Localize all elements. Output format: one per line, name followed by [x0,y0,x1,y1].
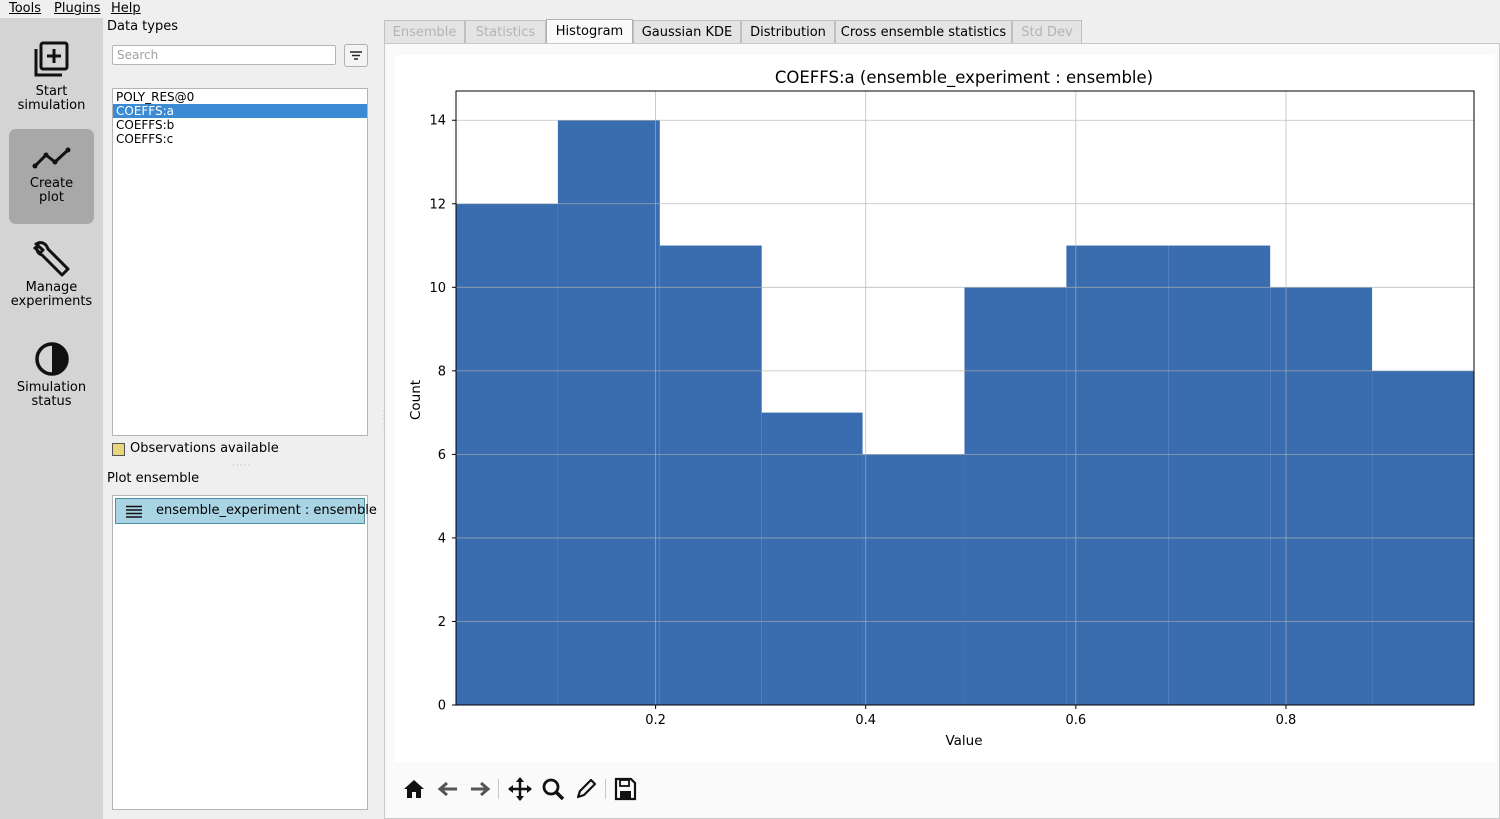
ensemble-item-label: ensemble_experiment : ensemble [156,503,377,518]
figure-canvas: COEFFS:a (ensemble_experiment : ensemble… [395,55,1495,762]
histogram-bar [1168,245,1271,705]
x-axis-label: Value [945,733,982,749]
list-item[interactable]: COEFFS:c [116,132,174,146]
y-tick-label: 4 [438,531,446,546]
histogram-bar [557,120,660,705]
create-plot-label: Create plot [29,176,74,205]
data-types-list: POLY_RES@0 COEFFS:a COEFFS:b COEFFS:c [112,88,368,436]
list-item[interactable]: COEFFS:b [116,118,175,132]
add-box-icon [34,41,68,77]
zoom-button[interactable] [540,776,566,802]
data-types-title: Data types [107,19,178,34]
tab-ensemble[interactable]: Ensemble [384,20,465,43]
histogram-chart: COEFFS:a (ensemble_experiment : ensemble… [408,68,1475,749]
vertical-splitter[interactable]: ····· [378,410,388,430]
create-plot-button[interactable]: Create plot [9,129,94,224]
pan-icon [508,777,532,801]
forward-arrow-icon [471,781,491,797]
search-input[interactable] [112,45,336,65]
y-axis-label: Count [408,380,424,420]
y-tick-label: 8 [438,364,446,379]
forward-button[interactable] [467,776,493,802]
y-tick-label: 2 [438,615,446,630]
histogram-bar [761,412,863,705]
histogram-bar [1270,287,1373,705]
pan-button[interactable] [507,776,533,802]
save-button[interactable] [612,776,638,802]
tab-distribution[interactable]: Distribution [741,20,835,43]
y-tick-label: 6 [438,448,446,463]
zoom-icon [542,778,565,801]
simulation-status-label: Simulation status [16,380,87,409]
save-icon [614,777,637,801]
sidebar: Start simulation Create plot Manage expe… [0,18,103,819]
home-icon [404,780,424,798]
menu-bar: Tools Plugins Help [0,0,1500,18]
tab-statistics[interactable]: Statistics [465,20,546,43]
toolbar-separator [605,779,606,799]
axes-frame [455,90,1475,706]
simulation-status-button[interactable]: Simulation status [9,336,94,431]
plot-ensemble-title: Plot ensemble [107,471,200,486]
y-tick-label: 12 [429,197,446,212]
y-tick-label: 0 [438,699,446,714]
toolbar-separator [498,779,499,799]
filter-icon [350,51,362,60]
menu-help[interactable]: Help [111,1,141,16]
list-item-selected[interactable]: COEFFS:a [113,104,367,118]
observations-swatch [112,443,125,456]
x-tick-label: 0.2 [645,713,666,728]
tab-std-dev[interactable]: Std Dev [1012,20,1082,43]
edit-icon [576,778,597,799]
histogram-bar [1066,245,1169,705]
home-button[interactable] [401,776,427,802]
back-arrow-icon [437,781,457,797]
menu-tools[interactable]: Tools [9,1,42,16]
x-tick-label: 0.4 [855,713,876,728]
observations-label: Observations available [130,441,279,456]
back-button[interactable] [435,776,461,802]
menu-plugins[interactable]: Plugins [54,1,101,16]
chart-title: COEFFS:a (ensemble_experiment : ensemble… [775,68,1153,88]
list-icon [126,505,142,518]
tab-histogram[interactable]: Histogram [546,19,633,44]
manage-experiments-label: Manage experiments [10,280,93,309]
y-tick-label: 14 [429,114,446,129]
plot-ensemble-list [112,495,368,810]
manage-experiments-button[interactable]: Manage experiments [9,234,94,329]
y-tick-label: 10 [429,281,446,296]
filter-button[interactable] [344,44,368,67]
x-tick-label: 0.6 [1065,713,1086,728]
line-chart-icon [32,147,70,169]
tab-gaussian-kde[interactable]: Gaussian KDE [633,20,741,43]
horizontal-splitter[interactable]: ····· [232,461,252,471]
histogram-bar [964,287,1067,705]
list-item[interactable]: POLY_RES@0 [116,90,195,104]
start-simulation-button[interactable]: Start simulation [9,34,94,129]
edit-button[interactable] [573,776,599,802]
x-tick-label: 0.8 [1276,713,1297,728]
half-circle-icon [34,342,69,376]
histogram-bar [862,454,965,705]
histogram-bar [659,245,762,705]
tab-cross-ensemble-statistics[interactable]: Cross ensemble statistics [835,20,1012,43]
wrench-icon [32,240,69,277]
ensemble-item[interactable]: ensemble_experiment : ensemble [115,498,377,524]
start-simulation-label: Start simulation [17,84,86,113]
